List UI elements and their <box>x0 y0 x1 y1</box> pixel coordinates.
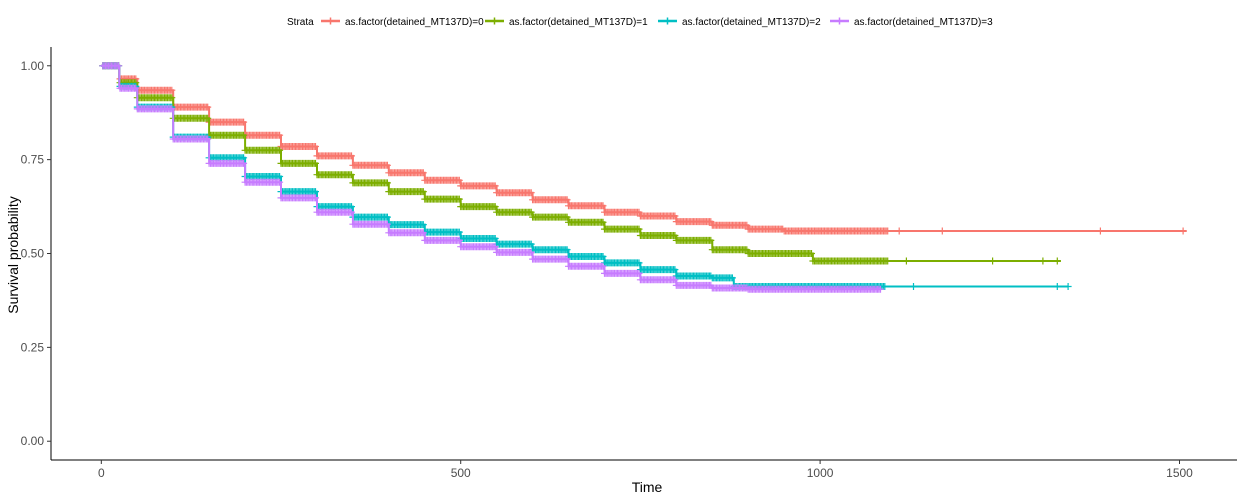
legend-title: Strata <box>287 17 314 28</box>
axes: 0 500 1000 1500 0.00 0.25 0.50 0.75 1.00 <box>21 47 1237 480</box>
legend: Strata as.factor(detained_MT137D)=0 as.fa… <box>287 17 993 28</box>
x-tick-label: 500 <box>451 466 471 480</box>
y-axis-title: Survival probability <box>5 196 21 314</box>
legend-item-label: as.factor(detained_MT137D)=2 <box>682 17 821 28</box>
legend-item-3: as.factor(detained_MT137D)=3 <box>830 17 993 28</box>
km-curve-0 <box>99 62 1187 235</box>
y-tick-label: 0.50 <box>21 247 45 261</box>
legend-item-label: as.factor(detained_MT137D)=0 <box>345 17 484 28</box>
legend-item-label: as.factor(detained_MT137D)=1 <box>509 17 648 28</box>
legend-key-marker <box>836 17 843 25</box>
legend-key-marker <box>491 17 498 25</box>
legend-item-1: as.factor(detained_MT137D)=1 <box>485 17 648 28</box>
censor-marks <box>99 62 884 293</box>
legend-key-marker <box>664 17 671 25</box>
km-curve-3 <box>99 62 884 293</box>
legend-key-marker <box>327 17 334 25</box>
y-tick-label: 0.00 <box>21 434 45 448</box>
x-tick-label: 0 <box>98 466 105 480</box>
legend-item-label: as.factor(detained_MT137D)=3 <box>854 17 993 28</box>
y-tick-label: 1.00 <box>21 59 45 73</box>
legend-item-0: as.factor(detained_MT137D)=0 <box>321 17 484 28</box>
y-tick-label: 0.75 <box>21 153 45 167</box>
curves <box>99 62 1187 293</box>
x-tick-label: 1500 <box>1166 466 1193 480</box>
y-tick-label: 0.25 <box>21 340 45 354</box>
legend-item-2: as.factor(detained_MT137D)=2 <box>658 17 821 28</box>
x-tick-label: 1000 <box>807 466 834 480</box>
x-axis-title: Time <box>632 479 663 495</box>
